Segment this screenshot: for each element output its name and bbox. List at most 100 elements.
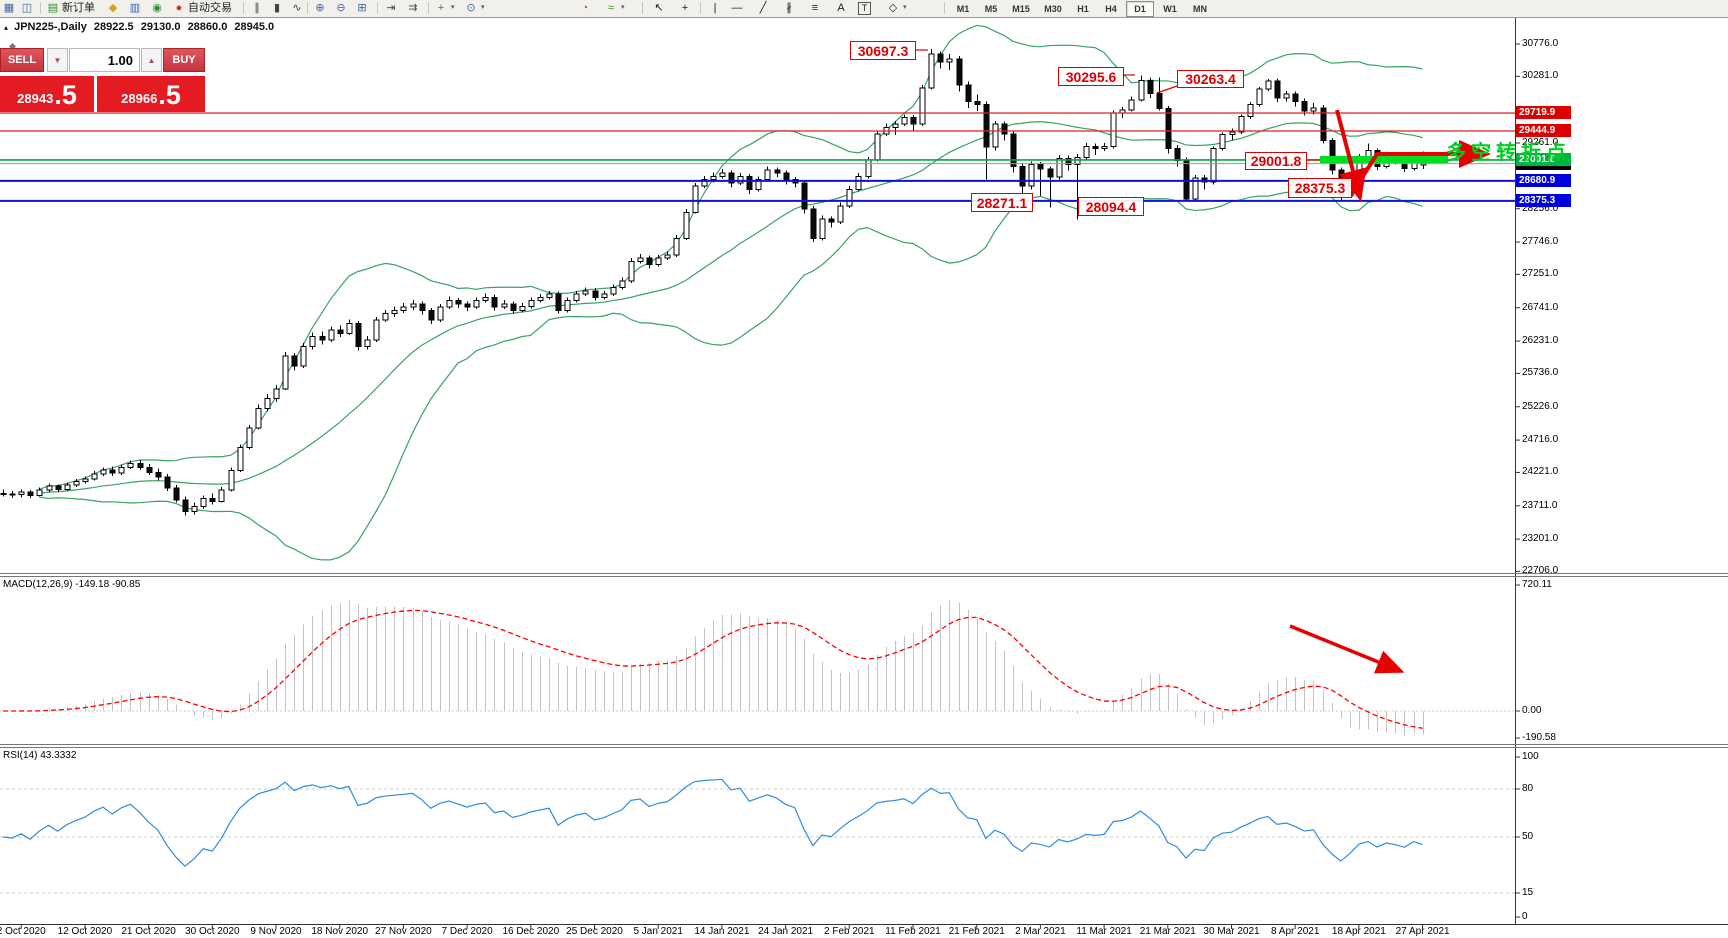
timeframe-m15[interactable]: M15: [1012, 4, 1030, 14]
price-tick-label: 22706.0: [1522, 565, 1559, 577]
price-annotation-box[interactable]: 30263.4: [1177, 70, 1244, 88]
price-tick-label: 26231.0: [1522, 335, 1559, 347]
timeframe-d1[interactable]: D1: [1126, 1, 1154, 17]
timeframe-h4[interactable]: H4: [1105, 4, 1117, 14]
autotrading-icon[interactable]: ● 自动交易: [172, 0, 232, 16]
date-label: 27 Nov 2020: [375, 926, 432, 937]
timeframe-w1[interactable]: W1: [1163, 4, 1177, 14]
text-label-icon: T: [858, 1, 871, 15]
tile-windows-icon[interactable]: ⊞: [355, 0, 369, 16]
crosshair-icon[interactable]: +: [678, 0, 692, 16]
buy-button[interactable]: BUY: [163, 48, 205, 72]
red-arrow-annotation[interactable]: [1289, 624, 1405, 674]
new-order-icon: ▤: [47, 2, 59, 14]
templates-icon: ≈: [607, 2, 615, 14]
new-order-label: 新订单: [62, 2, 95, 14]
bar-chart-icon[interactable]: ∥: [250, 0, 264, 16]
auto-scroll-icon[interactable]: ⇉: [406, 0, 420, 16]
date-label: 24 Jan 2021: [758, 926, 814, 937]
sell-button[interactable]: SELL: [0, 48, 44, 72]
chart-window-icon: ▥: [129, 2, 141, 14]
macd-label: MACD(12,26,9) -149.18 -90.85: [3, 579, 141, 590]
date-label: 30 Oct 2020: [185, 926, 240, 937]
volume-input[interactable]: [69, 48, 140, 72]
candlestick-icon: ▮: [273, 2, 281, 14]
turning-point-bar[interactable]: [1320, 156, 1448, 163]
price-annotation-box[interactable]: 28375.3: [1288, 178, 1352, 198]
date-label: 21 Feb 2021: [948, 926, 1005, 937]
volume-down-button[interactable]: ▼: [47, 48, 68, 72]
price-tick-label: 29261.0: [1522, 137, 1559, 149]
auto-scroll-icon: ⇉: [408, 2, 418, 14]
price-annotation-box[interactable]: 29001.8: [1245, 152, 1307, 170]
clock-icon: ◔: [581, 2, 589, 14]
price-annotation-box[interactable]: 28094.4: [1078, 197, 1144, 216]
red-arrow-annotation[interactable]: [1335, 109, 1367, 202]
line-chart-icon[interactable]: ∿: [290, 0, 304, 16]
symbol-name: JPN225-,Daily: [14, 21, 87, 33]
red-arrow-annotation[interactable]: [1349, 140, 1491, 197]
candles: [0, 49, 1427, 516]
toolbar-separator: [243, 2, 244, 14]
clock-icon[interactable]: ◔: [578, 0, 592, 16]
macd-histogram: [12, 599, 1424, 736]
timeframe-mn[interactable]: MN: [1193, 4, 1207, 14]
toolbar: ▦ ◫ ▤ 新订单 ◆ ▥ ◉ ● 自动交易 ∥ ▮ ∿ ⊕ ⊖ ⊞ ⇥ ⇉ + ▾ ⊙ ▾ ◔ ≈ ▾ ↖ + | — ╱ ∦ ≡ A T ◇ ▾…: [0, 0, 1728, 18]
bar-chart-icon: ∥: [254, 2, 260, 14]
zoom-in-icon[interactable]: ⊕: [313, 0, 327, 16]
profiles-icon[interactable]: ◫: [20, 0, 34, 16]
shapes-icon: ◇: [888, 2, 898, 14]
shapes-icon[interactable]: ◇ ▾: [886, 0, 907, 16]
toolbar-separator: [944, 2, 945, 14]
price-annotation-box[interactable]: 30697.3: [850, 41, 916, 60]
ask-price-box[interactable]: 28966 .5: [97, 76, 205, 112]
cursor-icon[interactable]: ↖: [652, 0, 666, 16]
timeframe-h1[interactable]: H1: [1077, 4, 1089, 14]
rsi-line: [2, 778, 1423, 867]
price-annotation-box[interactable]: 28271.1: [971, 193, 1033, 212]
date-label: 9 Nov 2020: [250, 926, 302, 937]
add-indicator-icon[interactable]: + ▾: [434, 0, 455, 16]
rsi-label: RSI(14) 43.3332: [3, 750, 77, 761]
date-label: 2 Feb 2021: [823, 926, 875, 937]
zoom-out-icon: ⊖: [336, 2, 346, 14]
price-annotation-box[interactable]: 30295.6: [1058, 67, 1124, 86]
horizontal-line-icon[interactable]: —: [730, 0, 744, 16]
macd-signal-line: [2, 609, 1423, 729]
chart-shift-icon[interactable]: ⇥: [384, 0, 398, 16]
price-tick-label: 24221.0: [1522, 466, 1559, 478]
timeframe-m30[interactable]: M30: [1044, 4, 1062, 14]
text-label-icon[interactable]: T: [858, 0, 871, 16]
candlestick-icon[interactable]: ▮: [270, 0, 284, 16]
fibonacci-icon: ≡: [811, 2, 819, 14]
trendline-icon[interactable]: ╱: [756, 0, 770, 16]
chart-window-icon[interactable]: ▥: [128, 0, 142, 16]
bid-price-box[interactable]: 28943 .5: [0, 76, 94, 112]
fibonacci-icon[interactable]: ≡: [808, 0, 822, 16]
templates-icon[interactable]: ≈ ▾: [604, 0, 625, 16]
vertical-line-icon[interactable]: |: [708, 0, 722, 16]
date-label: 18 Apr 2021: [1331, 926, 1386, 937]
price-line-label: 29444.9: [1516, 124, 1571, 137]
macd-axis-label: -190.58: [1522, 732, 1556, 743]
new-order-icon[interactable]: ▤ 新订单: [46, 0, 95, 16]
price-tick-label: 30281.0: [1522, 70, 1559, 82]
turning-point-annotation[interactable]: 多空转折点: [1446, 142, 1571, 164]
toolbar-separator: [700, 2, 701, 14]
channel-icon: ∦: [786, 2, 792, 14]
timeframe-m1[interactable]: M1: [956, 4, 970, 14]
text-icon[interactable]: A: [834, 0, 848, 16]
metaeditor-icon: ◆: [108, 2, 118, 14]
new-chart-icon[interactable]: ▦: [2, 0, 16, 16]
date-label: 21 Mar 2021: [1139, 926, 1196, 937]
volume-up-button[interactable]: ▲: [141, 48, 162, 72]
periods-icon[interactable]: ⊙ ▾: [464, 0, 484, 16]
rsi-axis-label: 50: [1522, 831, 1534, 842]
metaeditor-icon[interactable]: ◆: [106, 0, 120, 16]
communication-icon[interactable]: ◉: [150, 0, 164, 16]
timeframe-m5[interactable]: M5: [984, 4, 998, 14]
zoom-out-icon[interactable]: ⊖: [334, 0, 348, 16]
channel-icon[interactable]: ∦: [782, 0, 796, 16]
price-line-label: 29719.9: [1516, 106, 1571, 120]
date-label: 16 Dec 2020: [502, 926, 560, 937]
